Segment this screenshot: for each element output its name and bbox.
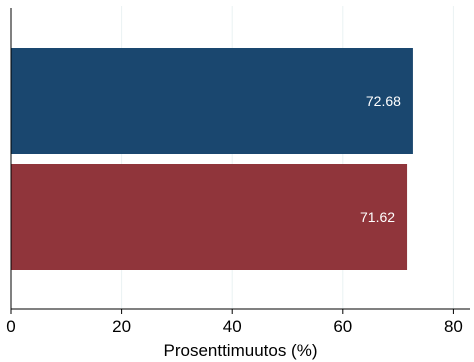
bars: [11, 48, 413, 270]
bar-2: [11, 164, 408, 270]
x-tick-label-80: 80: [444, 317, 463, 336]
data-label-2: 71.62: [360, 209, 395, 225]
x-ticks: [10, 309, 454, 314]
x-tick-labels: 0 20 40 60 80: [6, 317, 463, 336]
x-tick-label-0: 0: [6, 317, 15, 336]
x-tick-label-40: 40: [223, 317, 242, 336]
data-labels: 72.68 71.62: [360, 93, 401, 225]
bar-1: [11, 48, 413, 154]
x-tick-label-60: 60: [333, 317, 352, 336]
x-tick-label-20: 20: [112, 317, 131, 336]
x-axis-title: Prosenttimuutos (%): [164, 341, 318, 360]
data-label-1: 72.68: [366, 93, 401, 109]
